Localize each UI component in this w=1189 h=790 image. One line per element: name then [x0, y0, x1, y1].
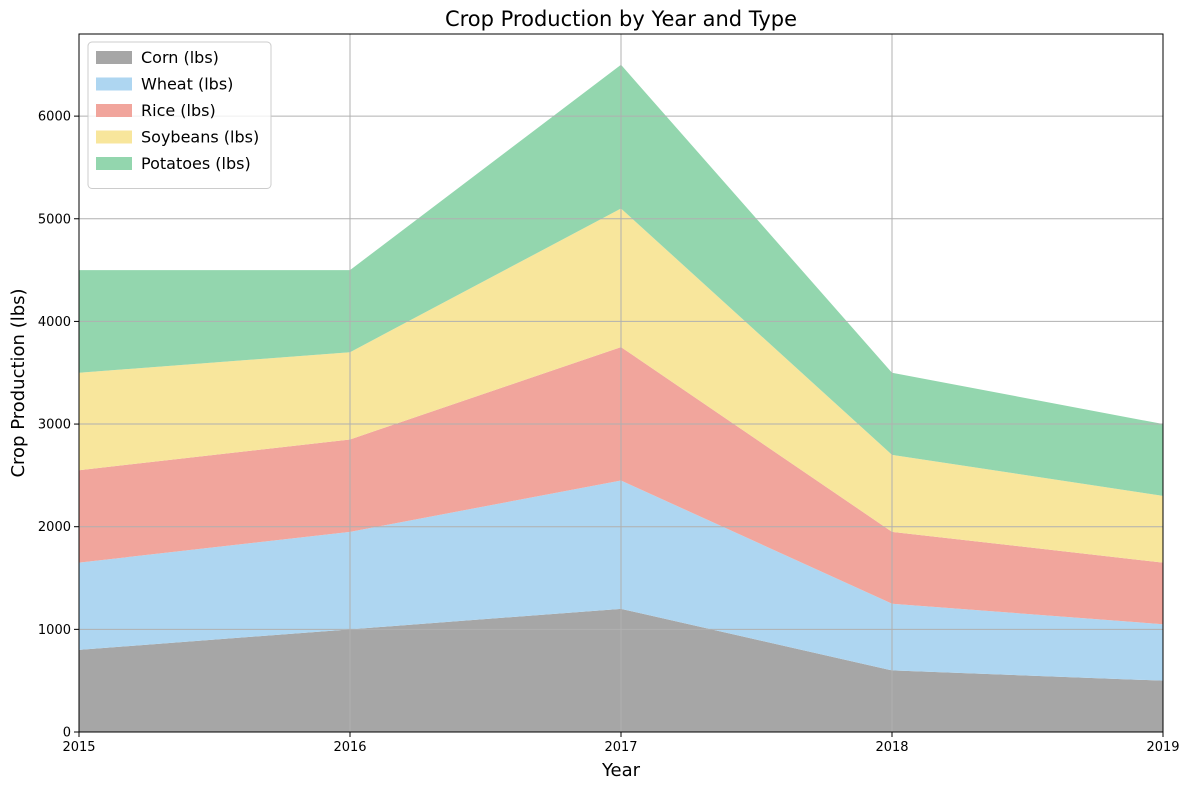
y-axis-title: Crop Production (lbs) — [8, 288, 29, 477]
x-tick-label: 2016 — [333, 740, 366, 755]
legend-swatch-2 — [96, 104, 132, 117]
legend-swatch-4 — [96, 157, 132, 170]
y-axis-ticks: 0 1000 2000 3000 4000 5000 6000 — [38, 110, 79, 741]
legend-label-0: Corn (lbs) — [141, 48, 219, 67]
y-tick-label: 2000 — [38, 520, 71, 535]
legend-swatch-1 — [96, 77, 132, 91]
y-tick-label: 6000 — [38, 110, 71, 125]
legend: Corn (lbs) Wheat (lbs) Rice (lbs) Soybeans … — [87, 41, 272, 189]
x-axis-ticks: 2015 2016 2017 2018 2019 — [62, 732, 1180, 755]
x-tick-label: 2017 — [604, 740, 637, 755]
legend-label-4: Potatoes (lbs) — [141, 154, 251, 173]
legend-swatch-3 — [96, 130, 132, 144]
y-tick-label: 0 — [63, 726, 71, 741]
y-tick-label: 3000 — [38, 418, 71, 433]
y-tick-label: 1000 — [38, 623, 71, 638]
x-tick-label: 2018 — [875, 740, 908, 755]
x-tick-label: 2019 — [1146, 740, 1179, 755]
legend-swatch-0 — [96, 51, 132, 64]
legend-label-2: Rice (lbs) — [141, 101, 216, 120]
legend-box — [87, 41, 272, 189]
x-tick-label: 2015 — [62, 740, 95, 755]
legend-label-3: Soybeans (lbs) — [141, 128, 259, 147]
chart-title: Crop Production by Year and Type — [445, 7, 797, 31]
y-tick-label: 4000 — [38, 315, 71, 330]
legend-label-1: Wheat (lbs) — [141, 75, 233, 94]
y-tick-label: 5000 — [38, 212, 71, 227]
grid-lines — [78, 34, 1164, 733]
x-axis-title: Year — [601, 760, 641, 781]
